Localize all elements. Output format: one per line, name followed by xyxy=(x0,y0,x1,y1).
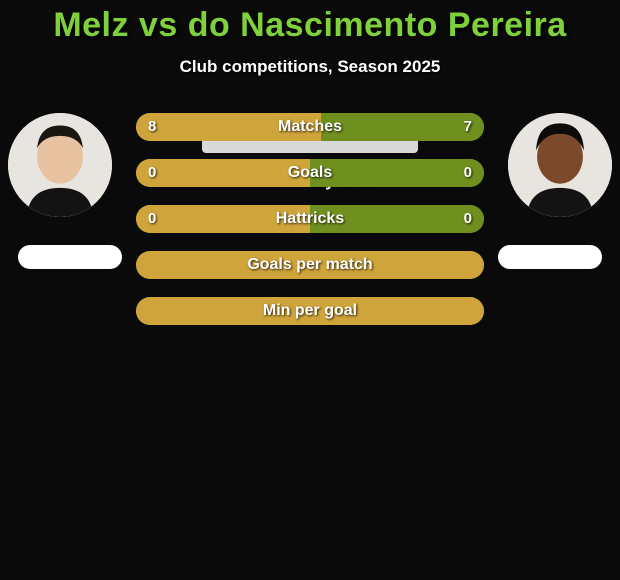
subtitle: Club competitions, Season 2025 xyxy=(0,57,620,77)
bar-label: Min per goal xyxy=(136,297,484,325)
bar-value-right: 7 xyxy=(464,113,472,141)
stat-bar: Min per goal xyxy=(136,297,484,325)
bar-label: Hattricks xyxy=(136,205,484,233)
player-right-flag xyxy=(498,245,602,269)
player-right-avatar xyxy=(508,113,612,217)
bar-value-right: 0 xyxy=(464,205,472,233)
player-left-flag xyxy=(18,245,122,269)
bar-value-right: 0 xyxy=(464,159,472,187)
stat-bar: Goals per match xyxy=(136,251,484,279)
stat-bar: Hattricks0 0 xyxy=(136,205,484,233)
player-left-avatar xyxy=(8,113,112,217)
page-title: Melz vs do Nascimento Pereira xyxy=(0,0,620,45)
stat-bars: Matches87Goals00Hattricks00Goals per mat… xyxy=(136,113,484,343)
bar-value-left: 8 xyxy=(148,113,156,141)
bar-label: Goals xyxy=(136,159,484,187)
stat-bar: Matches8 7 xyxy=(136,113,484,141)
bar-label: Matches xyxy=(136,113,484,141)
bar-value-left: 0 xyxy=(148,205,156,233)
stat-bar: Goals0 0 xyxy=(136,159,484,187)
bar-value-left: 0 xyxy=(148,159,156,187)
bar-label: Goals per match xyxy=(136,251,484,279)
